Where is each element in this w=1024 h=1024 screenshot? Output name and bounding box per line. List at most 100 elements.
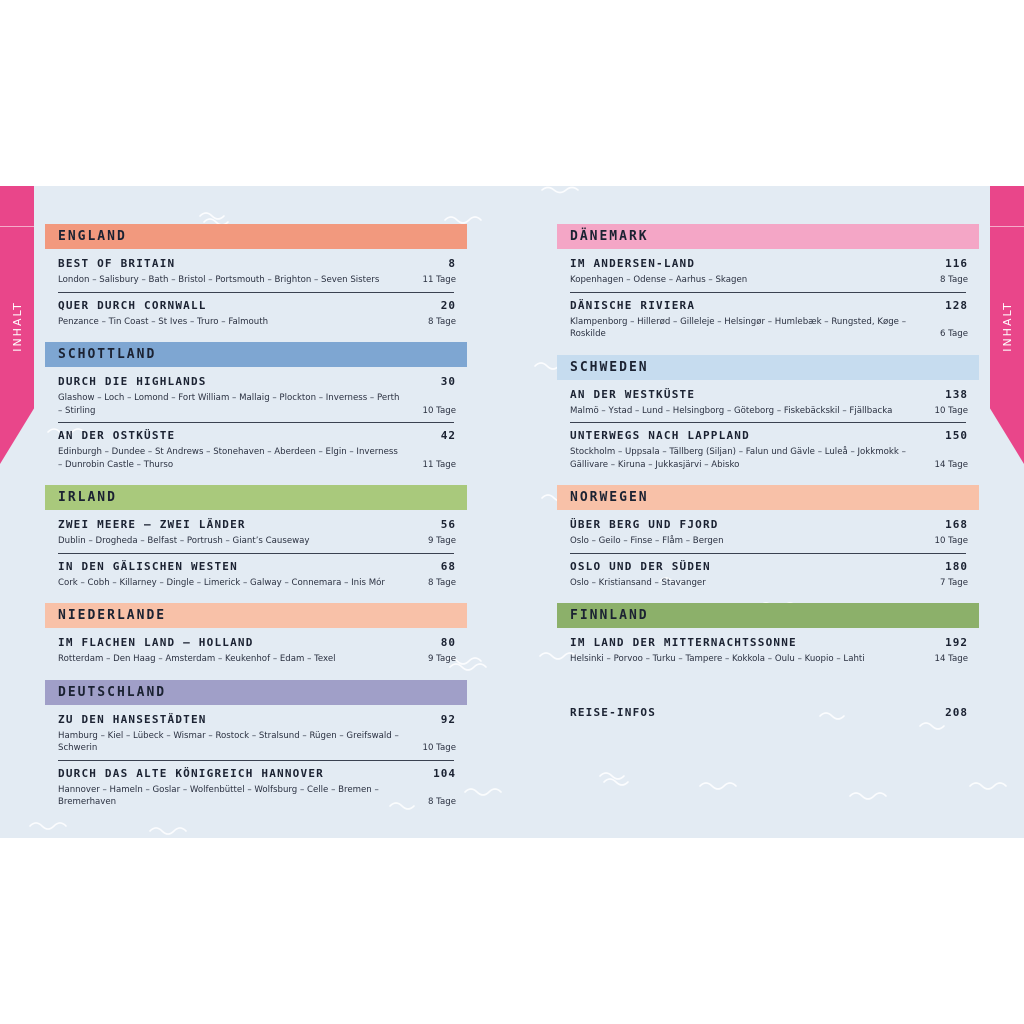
entry-title: OSLO UND DER SÜDEN [570,559,711,573]
entry-page-number: 56 [440,518,456,531]
toc-entry[interactable]: OSLO UND DER SÜDEN 180 Oslo – Kristiansand… [570,560,980,590]
toc-section: DEUTSCHLAND ZU DEN HANSESTÄDTEN 92 Hamburg … [45,679,468,809]
entry-title: IM FLACHEN LAND – HOLLAND [58,636,254,649]
entry-route: Kopenhagen – Odense – Aarhus – Skagen [570,275,748,285]
entry-title: IM LAND DER MITTERNACHTSSONNE [570,636,797,649]
toc-section: NORWEGEN ÜBER BERG UND FJORD 168 Oslo – Gei… [557,485,979,589]
toc-entry[interactable]: BEST OF BRITAIN 8 London – Salisbury – Bat… [58,257,468,287]
entry-page-number: 150 [945,429,968,442]
entry-page-number: 208 [945,705,968,719]
entry-divider [570,422,966,423]
entry-divider [570,552,966,554]
entry-title: ZWEI MEERE – ZWEI LÄNDER [58,518,246,531]
entry-page-number: 116 [945,257,968,270]
entry-title: DÄNISCHE RIVIERA [570,298,696,312]
contents-tab-right: INHALT [990,186,1024,464]
entry-page-number: 104 [433,766,456,780]
entry-divider [58,759,454,761]
section-heading: ENGLAND [45,224,467,249]
entry-page-number: 68 [440,559,456,573]
entry-route: Edinburgh – Dundee – St Andrews – Stoneh… [58,447,398,470]
entry-page-number: 128 [945,298,968,312]
entry-duration: 14 Tage [934,459,968,470]
entry-title: QUER DURCH CORNWALL [58,298,207,312]
entry-route: Hamburg – Kiel – Lübeck – Wismar – Rosto… [58,730,399,754]
toc-entry[interactable]: ZWEI MEERE – ZWEI LÄNDER 56 Dublin – Drogh… [58,518,468,548]
entry-duration: 14 Tage [934,654,968,664]
section-heading: FINNLAND [557,603,979,628]
entry-duration: 8 Tage [427,316,456,327]
toc-entry[interactable]: AN DER WESTKÜSTE 138 Malmö – Ystad – Lund … [570,388,980,418]
entry-duration: 11 Tage [422,459,456,470]
toc-entry[interactable]: DÄNISCHE RIVIERA 128 Klampenborg – Hillerø… [570,299,980,341]
section-heading: NIEDERLANDE [45,603,467,628]
toc-section: IRLAND ZWEI MEERE – ZWEI LÄNDER 56 Dublin –… [45,485,467,589]
toc-section: NIEDERLANDE IM FLACHEN LAND – HOLLAND 80 Ro… [45,603,467,666]
section-heading: IRLAND [45,485,467,510]
entry-route: Hannover – Hameln – Goslar – Wolfenbütte… [58,784,379,808]
toc-entry[interactable]: AN DER OSTKÜSTE 42 Edinburgh – Dundee – St… [58,429,468,471]
entry-title: ZU DEN HANSESTÄDTEN [58,712,207,726]
entry-page-number: 192 [945,636,968,649]
entry-page-number: 138 [945,387,968,401]
entry-route: Glashow – Loch – Lomond – Fort William –… [58,393,400,416]
entry-route: Malmö – Ystad – Lund – Helsingborg – Göt… [570,405,893,416]
toc-section: SCHWEDEN AN DER WESTKÜSTE 138 Malmö – Ystad… [557,354,980,472]
toc-section: DÄNEMARK IM ANDERSEN-LAND 116 Kopenhagen – … [557,224,979,341]
toc-entry[interactable]: ZU DEN HANSESTÄDTEN 92 Hamburg – Kiel – Lü… [58,713,468,755]
entry-route: Helsinki – Porvoo – Turku – Tampere – Ko… [570,654,865,664]
entry-duration: 10 Tage [422,743,456,753]
entry-divider [58,422,454,423]
entry-divider [58,291,454,293]
entry-title: REISE-INFOS [570,705,657,719]
entry-route: Oslo – Kristiansand – Stavanger [570,577,706,588]
book-spread: INHALT INHALT [0,186,1024,838]
entry-duration: 8 Tage [427,797,456,807]
entry-route: London – Salisbury – Bath – Bristol – Po… [58,275,380,285]
entry-duration: 9 Tage [427,654,456,664]
entry-duration: 8 Tage [939,275,968,285]
toc-column-right: DÄNEMARK IM ANDERSEN-LAND 116 Kopenhagen – … [557,224,979,722]
entry-duration: 11 Tage [422,275,456,285]
entry-title: DURCH DIE HIGHLANDS [58,375,207,388]
entry-route: Oslo – Geilo – Finse – Flåm – Bergen [570,536,724,546]
toc-entry[interactable]: IM LAND DER MITTERNACHTSSONNE 192 Helsinki… [570,636,980,666]
toc-entry-reise-infos[interactable]: REISE-INFOS 208 [570,706,980,722]
toc-section: SCHOTTLAND DURCH DIE HIGHLANDS 30 Glashow –… [45,342,467,471]
entry-page-number: 30 [440,375,456,388]
entry-page-number: 8 [448,257,456,270]
entry-page-number: 92 [440,712,456,726]
entry-duration: 6 Tage [939,329,968,339]
entry-duration: 10 Tage [422,405,456,416]
toc-entry[interactable]: DURCH DIE HIGHLANDS 30 Glashow – Loch – Lo… [58,375,468,417]
entry-page-number: 20 [440,298,456,312]
toc-entry[interactable]: IN DEN GÄLISCHEN WESTEN 68 Cork – Cobh – K… [58,560,468,590]
entry-route: Stockholm – Uppsala – Tällberg (Siljan) … [570,447,906,470]
entry-page-number: 80 [440,636,456,649]
toc-entry[interactable]: DURCH DAS ALTE KÖNIGREICH HANNOVER 104 Han… [58,767,468,809]
entry-duration: 8 Tage [427,577,456,588]
toc-entry[interactable]: QUER DURCH CORNWALL 20 Penzance – Tin Coas… [58,299,468,329]
tab-label-right: INHALT [1000,300,1014,352]
entry-duration: 9 Tage [427,536,456,546]
toc-entry[interactable]: UNTERWEGS NACH LAPPLAND 150 Stockholm – Up… [570,429,980,471]
entry-title: DURCH DAS ALTE KÖNIGREICH HANNOVER [58,766,324,780]
toc-entry[interactable]: ÜBER BERG UND FJORD 168 Oslo – Geilo – Fin… [570,518,980,548]
entry-route: Cork – Cobh – Killarney – Dingle – Limer… [58,577,385,588]
entry-title: UNTERWEGS NACH LAPPLAND [570,429,750,442]
entry-page-number: 168 [945,518,968,531]
entry-duration: 10 Tage [934,536,968,546]
entry-page-number: 180 [945,559,968,573]
entry-title: AN DER WESTKÜSTE [570,387,696,401]
section-heading: DEUTSCHLAND [45,679,467,705]
entry-route: Rotterdam – Den Haag – Amsterdam – Keuke… [58,654,336,664]
toc-entry[interactable]: IM ANDERSEN-LAND 116 Kopenhagen – Odense –… [570,257,980,287]
entry-divider [58,552,454,554]
entry-route: Klampenborg – Hillerød – Gilleleje – Hel… [570,316,906,340]
entry-route: Dublin – Drogheda – Belfast – Portrush –… [58,536,310,546]
toc-entry[interactable]: IM FLACHEN LAND – HOLLAND 80 Rotterdam – D… [58,636,468,666]
section-heading: DÄNEMARK [557,224,979,249]
entry-title: BEST OF BRITAIN [58,257,176,270]
entry-page-number: 42 [440,429,456,442]
contents-tab-left: INHALT [0,186,34,464]
